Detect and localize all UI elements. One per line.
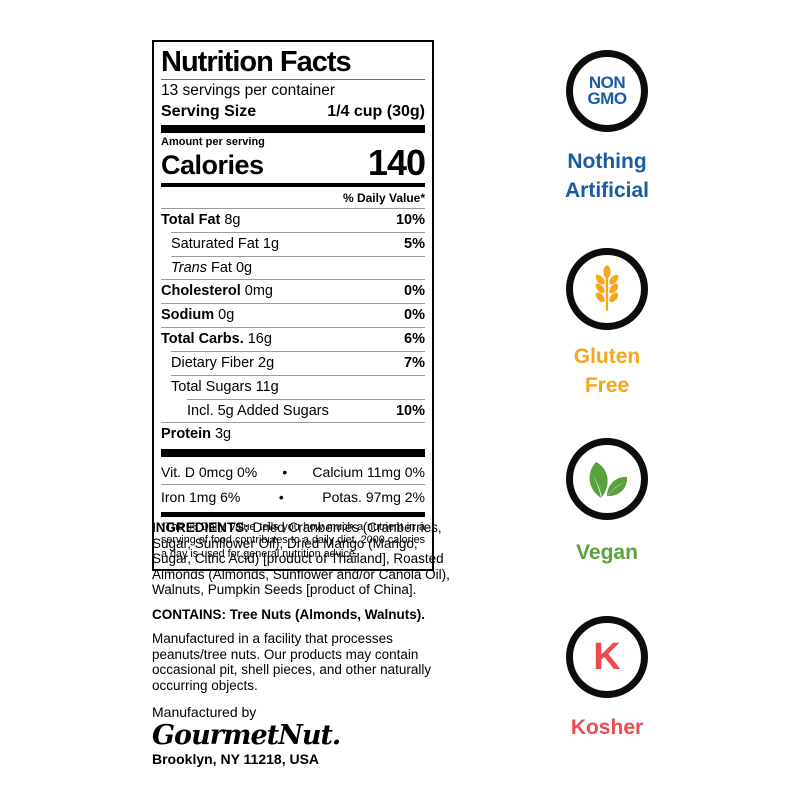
contains-statement: CONTAINS: Tree Nuts (Almonds, Walnuts). xyxy=(152,606,426,622)
medium-bar xyxy=(161,511,425,517)
nutrition-facts-panel: Nutrition Facts 13 servings per containe… xyxy=(152,40,434,572)
daily-value-header: % Daily Value* xyxy=(342,190,425,205)
manufactured-by-label: Manufactured by xyxy=(152,703,257,720)
leaves-icon xyxy=(583,458,631,500)
badge-non-gmo: NON GMO Nothing Artificial xyxy=(518,50,696,206)
badge-gluten-free: Gluten Free xyxy=(518,248,696,401)
nutrient-row-added-sugars: Incl. 5g Added Sugars 10% xyxy=(187,398,425,423)
serving-size-row: Serving Size 1/4 cup (30g) xyxy=(161,102,425,122)
calories-label: Calories xyxy=(161,149,264,180)
nutrient-row-dietary-fiber: Dietary Fiber 2g 7% xyxy=(171,350,425,375)
nutrient-row-total-carbs: Total Carbs. 16g 6% xyxy=(161,327,425,351)
serving-size-value: 1/4 cup (30g) xyxy=(327,102,425,120)
daily-value: 10% xyxy=(395,211,425,228)
daily-value-footnote: *The % Daily Value tells you how much a … xyxy=(161,520,425,560)
nutrition-facts-title: Nutrition Facts xyxy=(161,46,352,78)
micronutrient-row-iron-potassium: Iron 1mg 6% • Potas. 97mg 2% xyxy=(161,484,425,509)
nutrient-row-trans-fat: Trans Fat 0g xyxy=(171,255,425,280)
kosher-label: Kosher xyxy=(570,716,644,739)
bullet: • xyxy=(282,464,288,481)
thick-bar xyxy=(161,449,425,458)
daily-value: 6% xyxy=(404,331,425,348)
ingredients-text: Dried Cranberries (Cranberries, Sugar, S… xyxy=(152,520,450,598)
wheat-icon xyxy=(585,264,629,314)
non-gmo-label: Nothing Artificial xyxy=(564,150,650,202)
nutrient-row-protein: Protein 3g xyxy=(161,422,425,446)
ingredients-label: INGREDIENTS: xyxy=(152,520,249,535)
daily-value: 0% xyxy=(404,307,425,324)
daily-value: 7% xyxy=(404,354,425,371)
medium-bar xyxy=(161,182,425,187)
brand-logo: GourmetNut. xyxy=(152,719,341,751)
facility-disclaimer: Manufactured in a facility that processe… xyxy=(152,631,432,694)
nutrient-row-total-sugars: Total Sugars 11g xyxy=(171,374,425,399)
divider xyxy=(161,79,425,81)
badge-kosher: K Kosher xyxy=(518,616,696,743)
manufacturer-address: Brooklyn, NY 11218, USA xyxy=(152,751,320,768)
bullet: • xyxy=(278,489,284,506)
nutrient-row-cholesterol: Cholesterol 0mg 0% xyxy=(161,279,425,303)
micronutrient-row-vitd-calcium: Vit. D 0mcg 0% • Calcium 11mg 0% xyxy=(161,464,425,481)
kosher-k-icon: K xyxy=(593,636,621,678)
non-gmo-icon: NON GMO xyxy=(566,50,648,132)
amount-per-serving-label: Amount per serving xyxy=(161,135,265,148)
daily-value: 0% xyxy=(404,283,425,300)
product-info-column: INGREDIENTS: Dried Cranberries (Cranberr… xyxy=(152,520,455,767)
serving-size-label: Serving Size xyxy=(161,102,257,120)
calories-value: 140 xyxy=(367,141,426,183)
calories-row: Calories 140 xyxy=(161,141,426,183)
badge-vegan: Vegan xyxy=(518,438,696,568)
nutrient-row-total-fat: Total Fat 8g 10% xyxy=(161,207,425,232)
ingredients-paragraph: INGREDIENTS: Dried Cranberries (Cranberr… xyxy=(152,520,455,598)
thick-bar xyxy=(161,124,425,133)
nutrient-row-sodium: Sodium 0g 0% xyxy=(161,303,425,327)
nutrient-row-saturated-fat: Saturated Fat 1g 5% xyxy=(171,231,425,256)
servings-per-container: 13 servings per container xyxy=(161,82,336,100)
daily-value: 10% xyxy=(395,402,425,419)
daily-value: 5% xyxy=(404,235,425,252)
vegan-label: Vegan xyxy=(576,541,638,564)
gluten-free-label: Gluten Free xyxy=(573,345,641,397)
